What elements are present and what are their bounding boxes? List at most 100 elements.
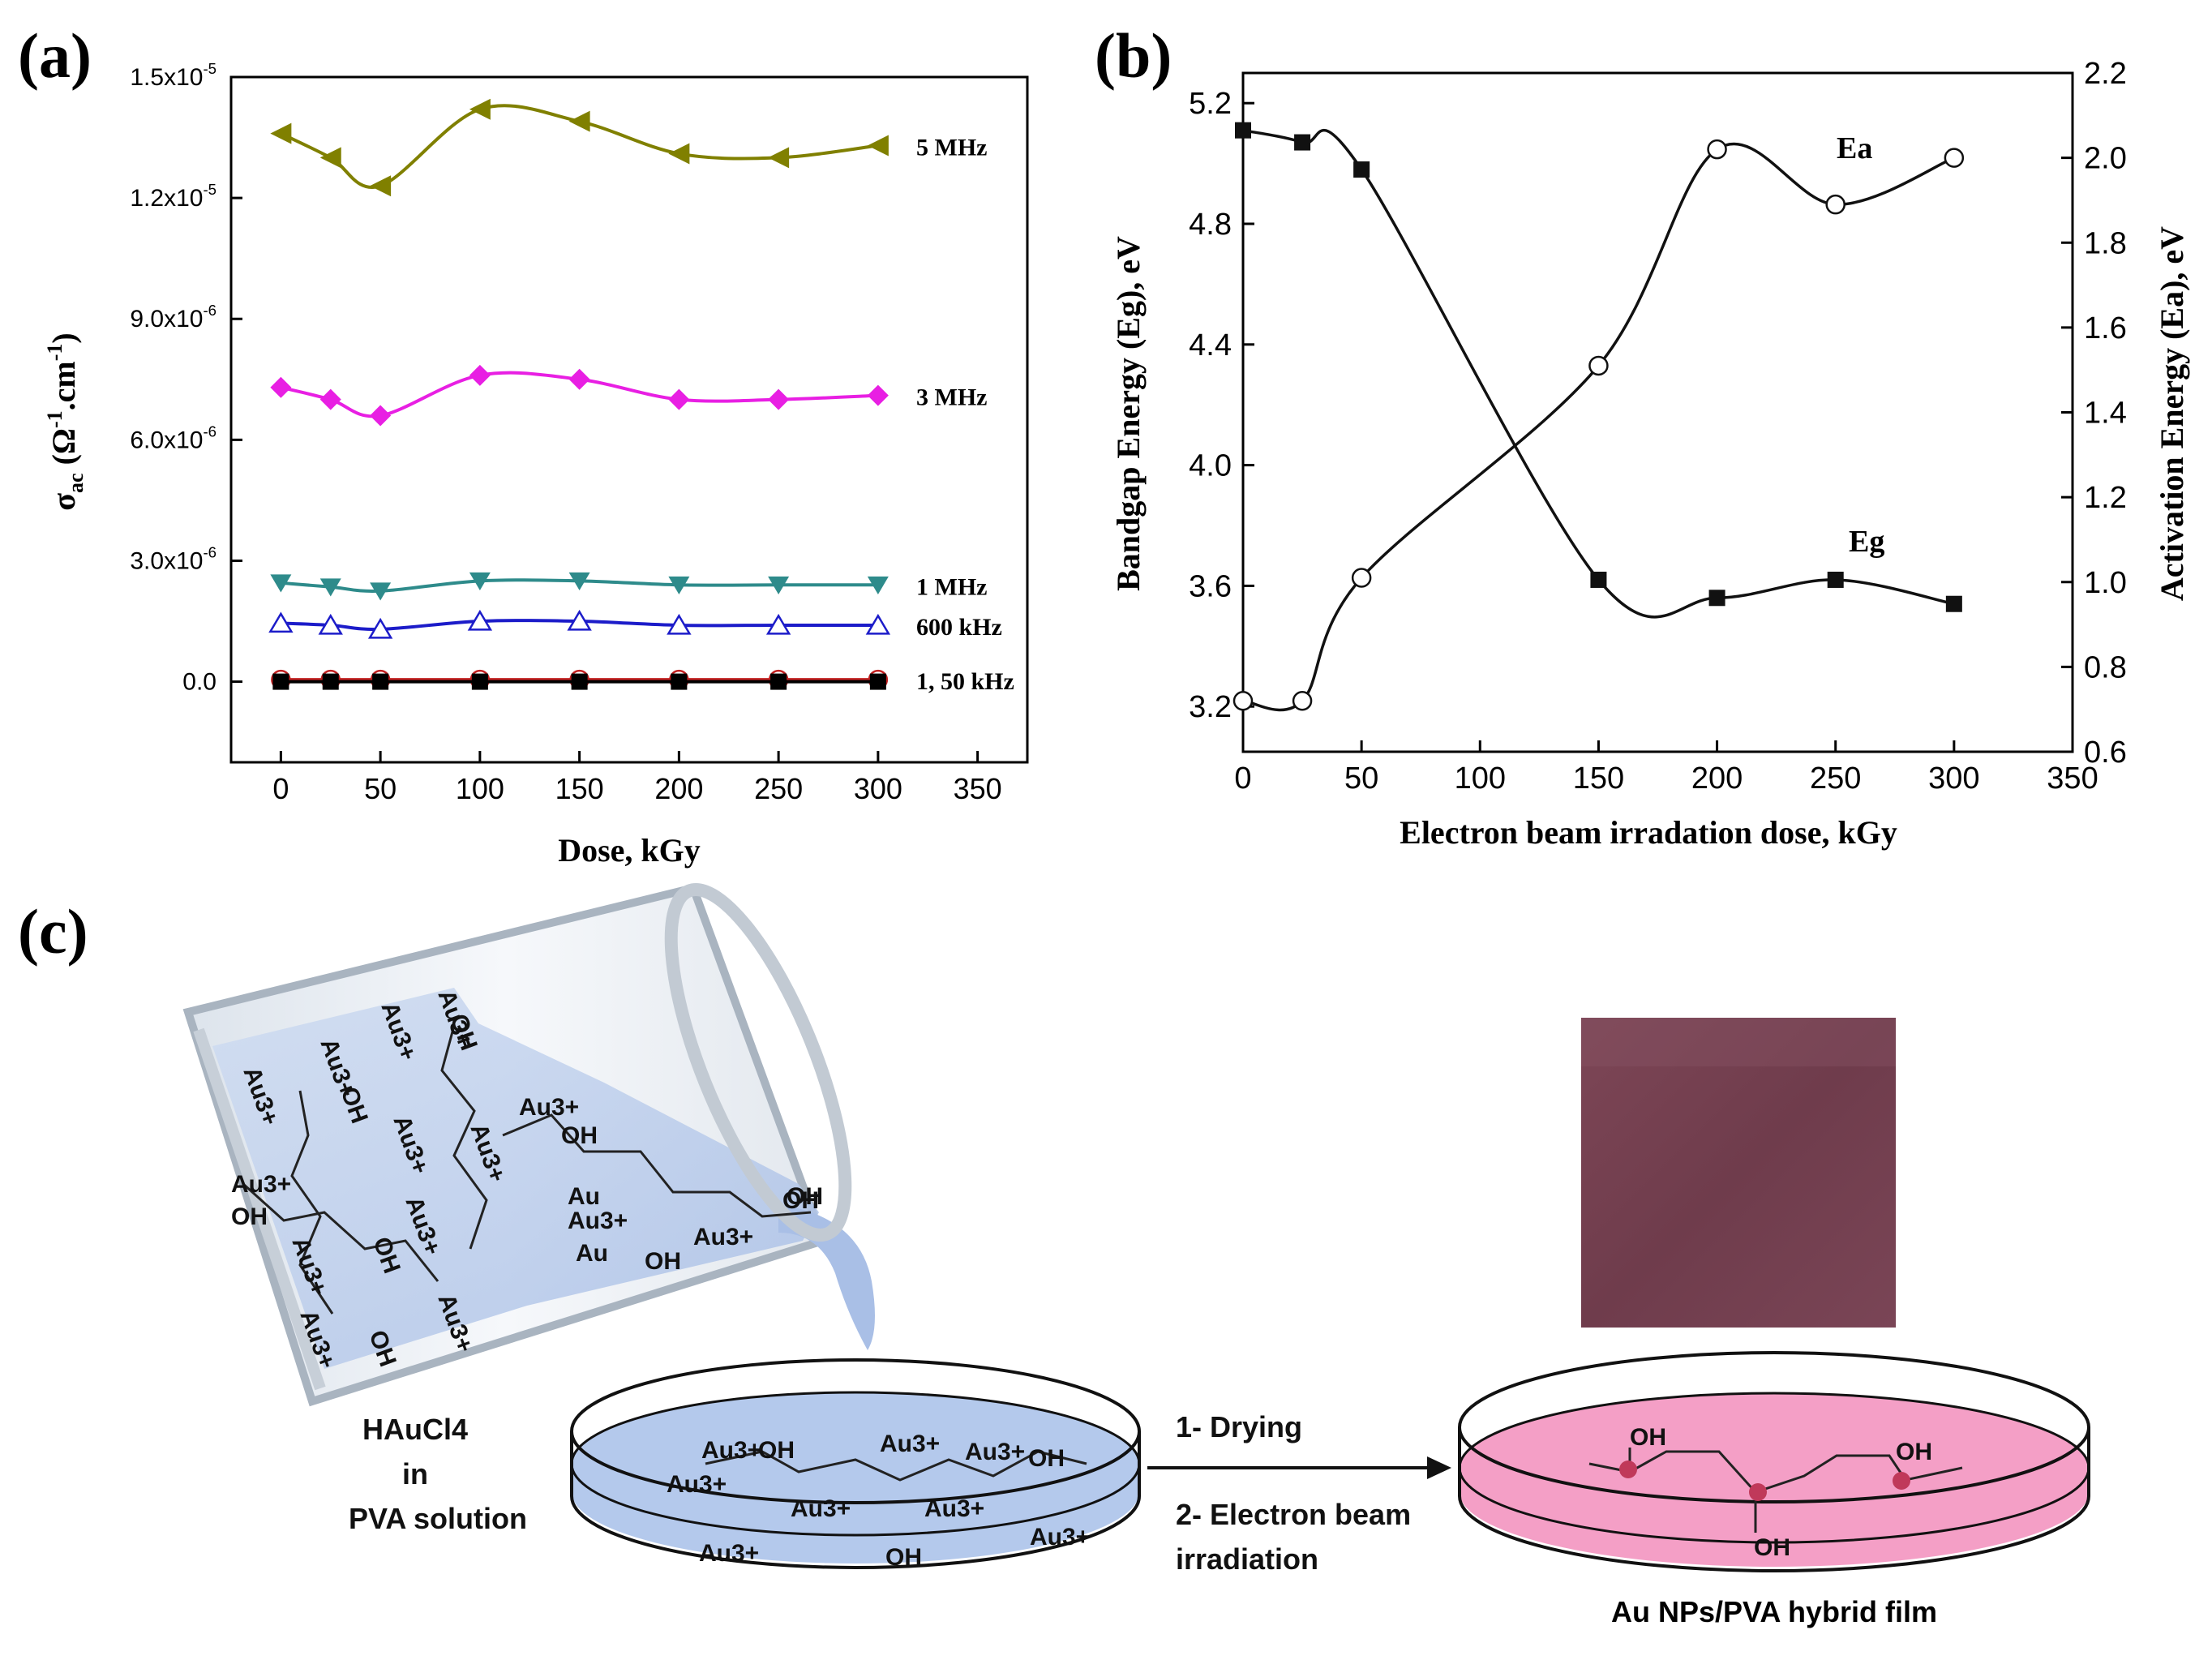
beaker-oh: OH xyxy=(645,1248,681,1275)
dish-ion: Au3+ xyxy=(965,1439,1025,1465)
data-point xyxy=(370,175,392,197)
panel-b: (b) 3.2 3.6 4.0 4.4 4.8 5.2 0.6 0.8 1.0 1.2 1.4 1.… xyxy=(1095,20,2190,851)
panel-b-x-ticks: 0 50 100 150 200 250 300 350 xyxy=(1234,740,2098,796)
step-drying: 1- Drying xyxy=(1176,1410,1302,1443)
fit-curve xyxy=(1242,142,1955,712)
series-label: 1 MHz xyxy=(916,573,987,600)
film-oh: OH xyxy=(1630,1424,1666,1451)
beaker-rim xyxy=(664,882,852,1242)
dish-ion: Au3+ xyxy=(667,1471,727,1498)
data-point xyxy=(471,673,488,690)
x-tick-label: 200 xyxy=(1691,761,1743,796)
dish-ion: Au3+ xyxy=(880,1431,940,1457)
data-point xyxy=(867,384,889,406)
film-dish-walls xyxy=(1458,1427,2090,1572)
x-tick-label: 50 xyxy=(1344,761,1378,796)
x-tick-label: 0 xyxy=(1234,761,1251,796)
right-y-tick-label: 2.0 xyxy=(2084,142,2127,176)
data-point xyxy=(1588,355,1609,376)
data-point xyxy=(268,611,294,633)
data-point xyxy=(668,143,690,165)
data-point xyxy=(1232,690,1254,711)
beaker-ion-lower: Au xyxy=(576,1240,608,1267)
dish-oh: OH xyxy=(758,1437,795,1464)
beaker-oh: OH xyxy=(782,1187,819,1214)
solution-dish-walls xyxy=(570,1431,1141,1569)
beaker-illustration: Au3+ Au3+ Au3+ Au3+ Au3+ Au3+ Au3+ Au3+ … xyxy=(182,882,875,1407)
panel-a-x-ticks: 0 50 100 150 200 250 300 350 xyxy=(272,751,1002,805)
data-point xyxy=(272,673,289,690)
data-point xyxy=(567,609,592,631)
data-point xyxy=(865,613,891,635)
panel-a-series-labels: 5 MHz 3 MHz 1 MHz 600 kHz 1, 50 kHz xyxy=(916,135,1014,696)
panel-a-y-ticks: 0.0 3.0x10-6 6.0x10-6 9.0x10-6 1.2x10-5 1.5x1… xyxy=(130,60,242,696)
pva-chain-film xyxy=(1588,1450,1963,1494)
pva-chain-beaker-3 xyxy=(502,1113,812,1218)
data-point xyxy=(1351,568,1372,588)
panel-a-y-axis-label: σac (Ω-1.cm-1) xyxy=(43,332,88,510)
y-tick-label: 6.0x10-6 xyxy=(130,423,216,453)
data-point xyxy=(671,673,688,690)
panel-a-label: (a) xyxy=(18,20,92,91)
x-tick-label: 350 xyxy=(954,772,1002,805)
data-point xyxy=(1944,148,1965,168)
au-nanoparticle xyxy=(1893,1472,1910,1490)
panel-b-ea-label: Ea xyxy=(1837,131,1872,165)
dish-ion: Au3+ xyxy=(1030,1524,1090,1551)
beaker-ion: Au3+ xyxy=(519,1094,579,1121)
right-y-tick-label: 0.8 xyxy=(2084,650,2127,684)
data-point xyxy=(1825,194,1845,215)
data-point xyxy=(469,572,491,591)
left-y-tick-label: 5.2 xyxy=(1189,87,1232,121)
data-point xyxy=(568,572,590,591)
solution-dish: Au3+ Au3+ Au3+ Au3+ Au3+ Au3+ Au3+ Au3+ … xyxy=(570,1358,1141,1571)
x-tick-label: 250 xyxy=(1810,761,1861,796)
x-tick-label: 50 xyxy=(364,772,397,805)
data-point xyxy=(1707,139,1727,160)
left-y-tick-label: 4.4 xyxy=(1189,328,1232,362)
data-point xyxy=(270,574,292,593)
x-tick-label: 200 xyxy=(654,772,703,805)
data-point xyxy=(469,364,491,386)
data-point xyxy=(568,110,590,132)
beaker-base-shadow xyxy=(193,1027,326,1391)
pva-chain-beaker-1 xyxy=(290,1090,334,1315)
pva-chain-beaker-2 xyxy=(440,1025,488,1250)
panel-b-x-axis-label: Electron beam irradation dose, kGy xyxy=(1400,814,1897,851)
right-y-tick-label: 1.2 xyxy=(2084,481,2127,515)
data-point xyxy=(765,613,791,635)
data-point xyxy=(668,388,690,410)
beaker-oh: OH xyxy=(561,1122,598,1149)
step-irradiation-line-2: irradiation xyxy=(1176,1542,1318,1576)
data-point xyxy=(469,98,491,120)
panel-a-x-axis-label: Dose, kGy xyxy=(558,832,701,869)
data-point xyxy=(1235,122,1251,139)
right-y-tick-label: 0.6 xyxy=(2084,736,2127,770)
right-y-tick-label: 1.4 xyxy=(2084,397,2127,431)
series-label: 600 kHz xyxy=(916,614,1002,641)
data-point xyxy=(370,405,392,427)
data-point xyxy=(1945,595,1962,612)
data-point xyxy=(867,576,889,594)
x-tick-label: 100 xyxy=(1455,761,1506,796)
panel-b-eg-label: Eg xyxy=(1849,525,1884,559)
pouring-stream xyxy=(778,1204,875,1350)
beaker-ion: Au3+ xyxy=(568,1207,628,1234)
series-label: 3 MHz xyxy=(916,384,987,411)
beaker-oh: OH xyxy=(787,1183,823,1210)
data-point xyxy=(322,673,339,690)
film-photo xyxy=(1581,1018,1896,1328)
left-y-tick-label: 4.0 xyxy=(1189,449,1232,483)
y-tick-label: 3.0x10-6 xyxy=(130,543,216,574)
data-point xyxy=(370,582,392,601)
data-point xyxy=(770,673,787,690)
film-oh: OH xyxy=(1896,1439,1932,1465)
data-point xyxy=(319,578,341,597)
dish-ion: Au3+ xyxy=(791,1495,851,1522)
pva-chain-beaker-4 xyxy=(242,1182,439,1282)
film-oh: OH xyxy=(1754,1534,1790,1561)
x-tick-label: 150 xyxy=(1573,761,1624,796)
panel-b-left-y-axis-label: Bandgap Energy (Eg), eV xyxy=(1110,236,1147,591)
left-y-tick-label: 3.2 xyxy=(1189,690,1232,724)
